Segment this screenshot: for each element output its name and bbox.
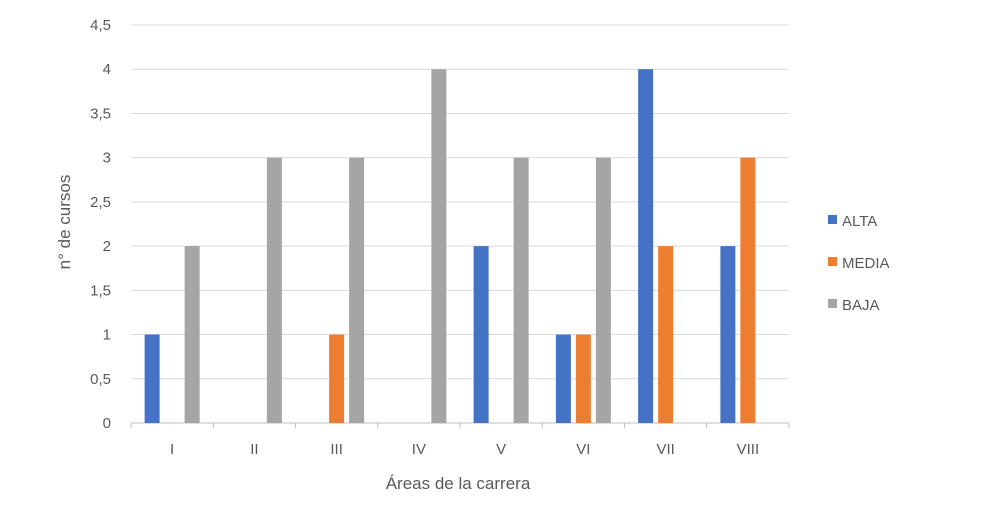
legend-swatch-media [828,257,837,266]
bar-baja-iii [349,157,365,423]
bar-baja-ii [266,157,282,423]
x-axis-title: Áreas de la carrera [386,474,531,493]
bar-alta-i [144,334,160,423]
legend-label-alta: ALTA [842,213,877,230]
bar-baja-i [184,246,200,423]
legend-label-baja: BAJA [842,297,880,314]
x-tick-label: VIII [737,441,760,458]
bar-baja-v [513,157,529,423]
legend: ALTA MEDIA BAJA [828,213,890,314]
bar-baja-iv [431,69,447,423]
y-tick-label: 2 [103,238,111,255]
x-tick-label: VI [576,441,590,458]
legend-label-media: MEDIA [842,255,890,272]
bar-alta-vii [638,69,654,423]
gridlines [131,24,789,424]
y-tick-label: 2,5 [90,194,111,211]
x-tick-label: II [250,441,258,458]
x-tick-label: IV [412,441,426,458]
y-tick-label: 0 [103,415,111,432]
bar-media-vi [575,334,591,423]
y-tick-label: 1 [103,327,111,344]
x-tick-label: V [496,441,506,458]
x-tick-label: III [330,441,343,458]
axes: 00,511,522,533,544,5I II III IV V VI VII VIII [90,17,790,458]
y-axis-title: n° de cursos [55,175,74,270]
y-tick-label: 4,5 [90,17,111,34]
y-tick-label: 1,5 [90,282,111,299]
bar-baja-vi [595,157,611,423]
bars [144,69,756,423]
x-tick-label: VII [656,441,674,458]
bar-media-viii [740,157,756,423]
legend-swatch-baja [828,299,837,308]
y-tick-label: 3,5 [90,105,111,122]
y-tick-label: 4 [103,61,111,78]
bar-alta-vi [555,334,571,423]
y-tick-label: 0,5 [90,371,111,388]
bar-alta-viii [720,246,736,423]
bar-media-vii [658,246,674,423]
bar-media-iii [329,334,345,423]
x-tick-label: I [170,441,174,458]
legend-swatch-alta [828,215,837,224]
bar-alta-v [473,246,489,423]
y-tick-label: 3 [103,150,111,167]
